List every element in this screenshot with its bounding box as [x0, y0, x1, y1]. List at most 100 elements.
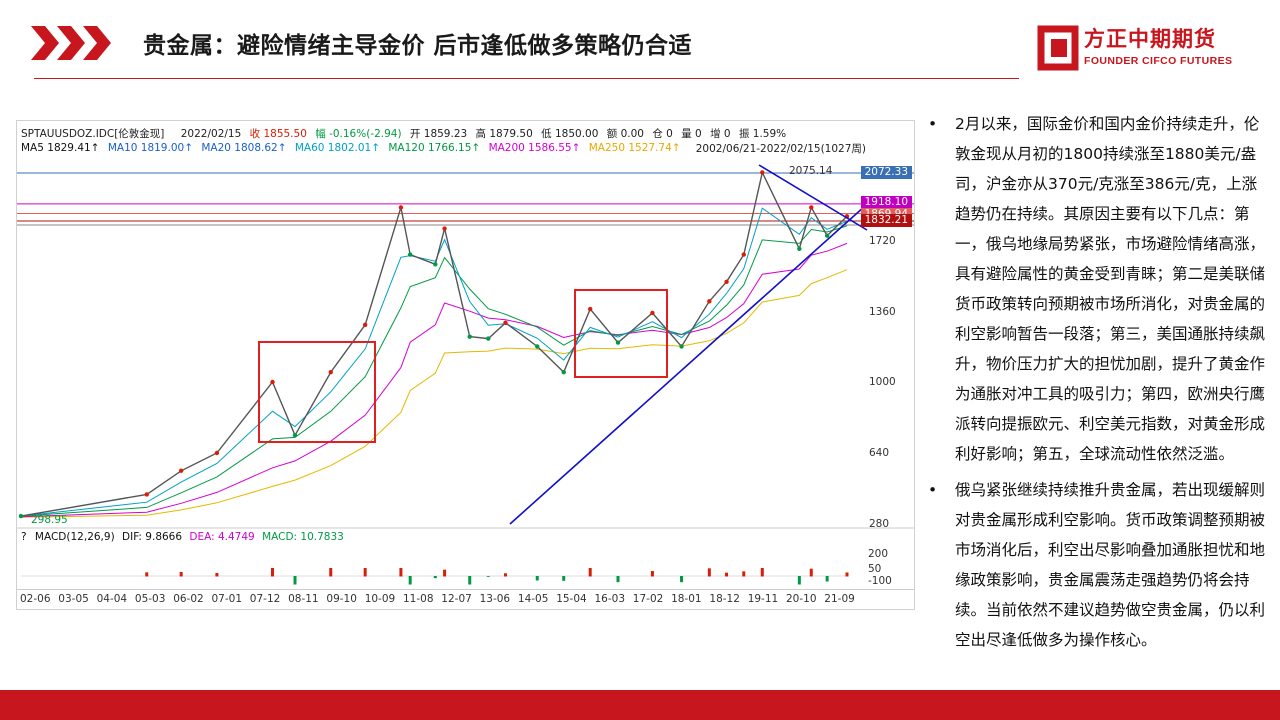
bullet-text: 2月以来，国际金价和国内金价持续走升，伦敦金现从月初的1800持续涨至1880美…: [955, 115, 1266, 463]
macd-name: MACD(12,26,9): [34, 531, 115, 543]
macd-bar: [433, 576, 437, 579]
macd-legend: ? MACD(12,26,9) DIF: 9.8666 DEA: 4.4749 …: [21, 531, 344, 543]
x-tick: 10-09: [364, 593, 396, 605]
macd-bar: [616, 576, 620, 583]
price-point: [724, 279, 729, 285]
price-point: [535, 344, 540, 349]
price-point: [587, 306, 593, 312]
title-divider: [34, 78, 1019, 79]
x-tick: 18-12: [709, 593, 740, 605]
macd-bar: [215, 573, 219, 577]
chart-amplitude: 振 1.59%: [738, 128, 787, 140]
x-tick: 04-04: [96, 593, 128, 605]
x-tick: 21-09: [824, 593, 855, 605]
moving-average-line: [20, 242, 848, 518]
price-point: [442, 226, 447, 231]
ma-legend: MA5 1829.41↑ MA10 1819.00↑ MA20 1808.62↑…: [21, 142, 686, 154]
ma-legend-item: MA5 1829.41↑: [21, 142, 100, 154]
macd-bar: [562, 576, 566, 581]
bullet-text: 俄乌紧张继续持续推升贵金属，若出现缓解则对贵金属形成利空影响。货币政策调整预期被…: [955, 481, 1266, 649]
price-point: [650, 310, 655, 316]
moving-average-line: [20, 225, 848, 517]
macd-dif: DIF: 9.8666: [122, 531, 183, 543]
x-tick: 06-02: [173, 593, 204, 605]
macd-bar: [707, 568, 711, 577]
bullet-item: • 俄乌紧张继续持续推升贵金属，若出现缓解则对贵金属形成利空影响。货币政策调整预…: [928, 475, 1270, 655]
macd-bar: [329, 568, 333, 577]
price-point: [433, 262, 438, 267]
price-point: [503, 320, 508, 326]
price-point: [292, 433, 298, 438]
logo-text-en: FOUNDER CIFCO FUTURES: [1084, 55, 1233, 67]
macd-bar: [725, 572, 729, 577]
x-tick: 17-02: [632, 593, 664, 605]
y-tick: 1360: [869, 306, 896, 318]
macd-bar: [271, 568, 275, 577]
analysis-text: • 2月以来，国际金价和国内金价持续走升，伦敦金现从月初的1800持续涨至188…: [928, 109, 1270, 661]
ma-legend-item: MA200 1586.55↑: [488, 142, 581, 154]
price-point: [144, 492, 149, 497]
low-annotation: 298.95: [31, 514, 68, 526]
price-point: [707, 299, 712, 304]
price-point: [741, 252, 746, 257]
x-tick: 07-01: [211, 593, 243, 605]
price-point: [18, 513, 24, 519]
y-tick: 280: [869, 518, 890, 530]
macd-bar: [742, 571, 746, 577]
macd-bar: [680, 576, 684, 583]
logo-text-cn: 方正中期期货: [1084, 27, 1216, 51]
chart-open: 开 1859.23: [409, 128, 468, 140]
x-tick: 15-04: [556, 593, 587, 605]
price-point: [615, 340, 621, 345]
price-point: [760, 170, 765, 175]
macd-bar: [468, 576, 472, 585]
logo-mark-icon: [1037, 25, 1079, 71]
macd-bar: [145, 572, 149, 577]
downtrend-line: [758, 164, 868, 231]
price-tag-r3: 1832.21: [860, 214, 912, 227]
chart-range-label: 2002/06/21-2022/02/15(1027周): [695, 143, 866, 155]
macd-bar: [809, 568, 813, 577]
chart-high: 高 1879.50: [475, 128, 533, 140]
chart-header: SPTAUUSDOZ.IDC[伦敦金现] 2022/02/15 收 1855.5…: [21, 126, 791, 141]
price-point: [362, 322, 368, 328]
chart-symbol: SPTAUUSDOZ.IDC[伦敦金现]: [21, 128, 165, 140]
x-axis: 02-06 03-05 04-04 05-03 06-02 07-01 07-12 08-11…: [17, 589, 914, 609]
macd-tick: -100: [868, 575, 892, 587]
company-logo: 方正中期期货 FOUNDER CIFCO FUTURES: [1037, 23, 1252, 73]
chart-incr: 增 0: [710, 128, 731, 140]
peak-annotation: 2075.14: [789, 165, 833, 177]
x-tick: 19-11: [747, 593, 779, 605]
x-tick: 05-03: [134, 593, 166, 605]
macd-bar: [179, 572, 183, 577]
macd-bar: [535, 576, 539, 581]
price-point: [797, 246, 802, 251]
moving-average-line: [20, 269, 848, 518]
price-point: [270, 379, 275, 385]
bullet-item: • 2月以来，国际金价和国内金价持续走升，伦敦金现从月初的1800持续涨至188…: [928, 109, 1270, 469]
price-point: [809, 205, 814, 210]
chart-amount: 额 0.00: [606, 128, 644, 140]
chart-low: 低 1850.00: [541, 128, 599, 140]
price-point: [561, 369, 566, 375]
price-point: [398, 205, 404, 210]
footer-bar: [0, 690, 1280, 720]
gold-price-chart[interactable]: SPTAUUSDOZ.IDC[伦敦金现] 2022/02/15 收 1855.5…: [16, 120, 915, 610]
price-point: [679, 344, 684, 349]
price-point: [486, 336, 491, 341]
price-tag-high: 2072.33: [860, 166, 912, 179]
macd-bar: [845, 572, 849, 577]
macd-tick: 200: [868, 548, 889, 560]
x-tick: 07-12: [249, 593, 281, 605]
x-tick: 20-10: [786, 593, 817, 605]
ma-legend-item: MA20 1808.62↑: [201, 142, 287, 154]
macd-bar: [293, 576, 297, 585]
price-plot: [17, 164, 914, 585]
macd-bar: [588, 568, 592, 577]
y-tick: 1720: [869, 235, 896, 247]
price-point: [214, 450, 220, 456]
price-tag-r1: 1918.10: [860, 196, 912, 209]
macd-help-icon[interactable]: ?: [21, 531, 27, 543]
uptrend-line: [509, 205, 866, 525]
bullet-dot: •: [928, 481, 938, 499]
